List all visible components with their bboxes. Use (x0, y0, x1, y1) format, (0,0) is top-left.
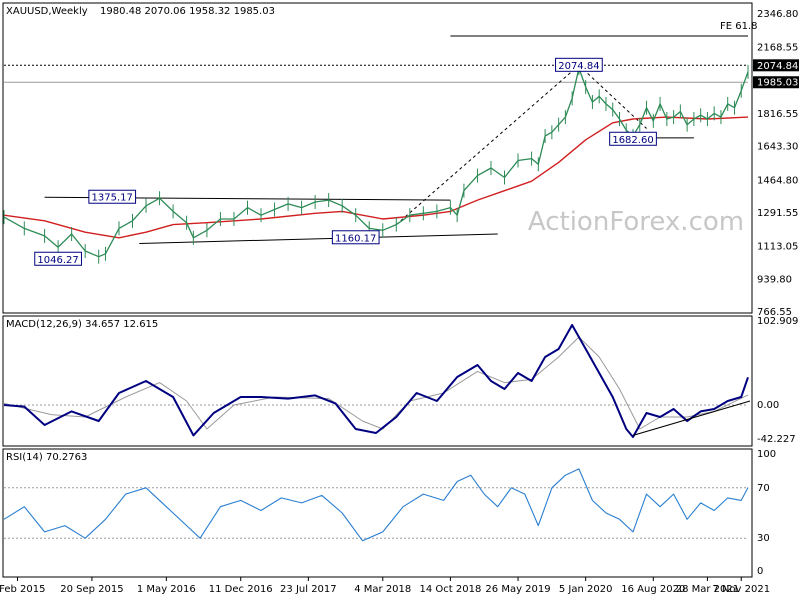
price-tag-box (753, 76, 799, 89)
rsi-title: RSI(14) 70.2763 (6, 452, 87, 463)
price-y-tick: 1113.05 (757, 242, 798, 253)
x-tick-label: 8 Feb 2015 (0, 584, 45, 595)
price-y-tick: 766.55 (757, 307, 792, 318)
price-y-tick: 1643.30 (757, 142, 798, 153)
rsi-y-tick: 100 (757, 449, 776, 460)
x-axis-labels: 8 Feb 2015 20 Sep 2015 1 May 2016 11 Dec 20… (0, 577, 770, 595)
price-y-tick: 1464.80 (757, 175, 798, 186)
macd-layer (3, 324, 751, 438)
price-tag-box (753, 59, 799, 72)
rsi-line (3, 468, 749, 542)
macd-y-tick: 0.00 (757, 400, 779, 411)
price-panel-frame (2, 2, 753, 314)
x-tick-label: 5 Jan 2020 (559, 584, 613, 595)
chart-ohlc: 1980.48 2070.06 1958.32 1985.03 (100, 6, 275, 17)
x-tick-label: 1 May 2016 (137, 584, 196, 595)
chart-symbol: XAUUSD,Weekly (6, 6, 88, 17)
annotation-box (609, 131, 657, 146)
price-lines (3, 61, 749, 264)
x-tick-label: 20 Sep 2015 (60, 584, 123, 595)
x-tick-label: 11 Dec 2016 (209, 584, 273, 595)
annotation-label: 2074.84 (558, 61, 599, 72)
price-annotations: 1375.17 1046.27 1160.17 2074.84 1682.60 (34, 57, 657, 266)
price-tag-label: 1985.03 (757, 78, 798, 89)
price-tag-label: 2074.84 (757, 61, 798, 72)
macd-line (3, 324, 749, 438)
rsi-y-tick: 70 (757, 483, 770, 494)
x-tick-label: 4 Mar 2018 (354, 584, 411, 595)
y-axis-labels: 2346.802168.551995.031816.551643.301464.… (753, 9, 799, 577)
annotation-box (555, 57, 603, 72)
annotation-box (34, 251, 82, 266)
projection-dashed-line (395, 64, 580, 225)
price-y-tick: 1291.55 (757, 208, 798, 219)
x-tick-label: 16 Aug 2020 (621, 584, 685, 595)
price-y-tick: 2168.55 (757, 43, 798, 54)
macd-title: MACD(12,26,9) 34.657 12.615 (6, 319, 158, 330)
annotation-label: 1375.17 (92, 193, 133, 204)
annotation-box (331, 230, 380, 245)
annotation-label: 1682.60 (612, 135, 653, 146)
price-y-tick: 939.80 (757, 274, 792, 285)
rsi-layer (3, 468, 749, 542)
rsi-y-tick: 30 (757, 533, 770, 544)
annotation-label: 1046.27 (37, 255, 78, 266)
channel-bottom-line (139, 233, 498, 244)
rsi-panel-frame (2, 448, 753, 578)
price-y-tick: 2346.80 (757, 9, 798, 20)
rsi-y-tick: 0 (757, 566, 763, 577)
x-tick-label: 23 Jul 2017 (280, 584, 337, 595)
annotation-label: 1160.17 (335, 233, 376, 244)
x-tick-label: 26 May 2019 (485, 584, 550, 595)
price-y-tick: 1816.55 (757, 109, 798, 120)
macd-y-tick: 102.909 (757, 316, 798, 327)
macd-panel-frame (2, 315, 753, 447)
fe-label: FE 61.8 (720, 21, 758, 32)
macd-trendline (632, 400, 751, 436)
x-tick-label: 28 Mar 2021 (676, 584, 739, 595)
x-tick-label: 7 Nov 2021 (712, 584, 770, 595)
macd-y-tick: -42.227 (757, 434, 796, 445)
x-tick-label: 14 Oct 2018 (419, 584, 481, 595)
annotation-box (88, 189, 137, 204)
watermark: ActionForex.com (528, 207, 744, 237)
